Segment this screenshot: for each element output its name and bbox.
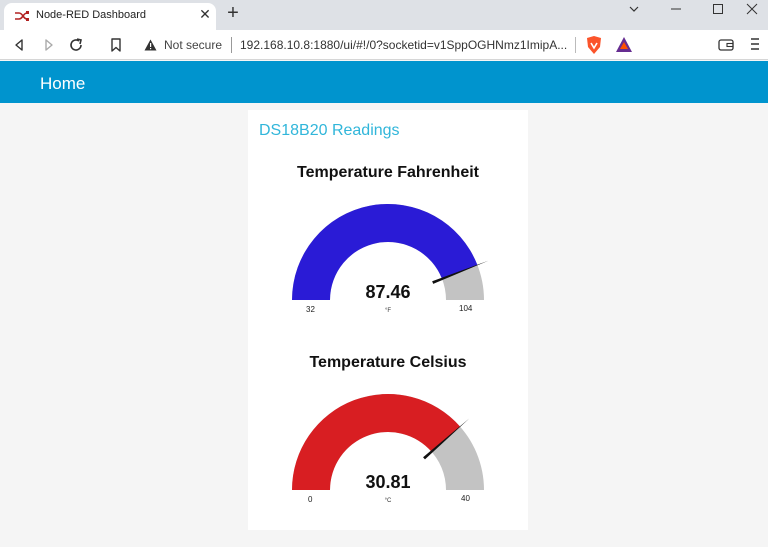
page-title: Home — [40, 74, 86, 93]
node-red-icon — [15, 11, 29, 21]
gauge-fill — [292, 394, 461, 490]
browser-toolbar: Not secure 192.168.10.8:1880/ui/#!/0?soc… — [0, 30, 768, 60]
gauge-max-fahrenheit: 104 — [459, 304, 473, 313]
tab-title: Node-RED Dashboard — [36, 9, 147, 21]
readings-group: DS18B20 Readings Temperature Fahrenheit … — [248, 110, 528, 530]
gauge-value-celsius: 30.81 — [365, 472, 411, 492]
gauge-title-fahrenheit: Temperature Fahrenheit — [297, 164, 479, 181]
gauge-max-celsius: 40 — [461, 494, 470, 503]
dashboard-header: Home — [0, 61, 768, 103]
wallet-icon[interactable] — [718, 38, 734, 52]
url-text[interactable]: 192.168.10.8:1880/ui/#!/0?socketid=v1Spp… — [240, 38, 568, 52]
tab-search-icon[interactable] — [616, 0, 656, 20]
gauge-title-celsius: Temperature Celsius — [309, 354, 467, 371]
gauge-needle — [423, 418, 470, 460]
gauge-unit-celsius: °C — [384, 498, 392, 504]
celsius-gauge — [292, 394, 484, 490]
fahrenheit-gauge — [292, 204, 489, 300]
gauge-min-fahrenheit: 32 — [306, 305, 315, 314]
browser-tab-strip: Node-RED Dashboard ✕ + — [0, 0, 768, 30]
menu-icon[interactable] — [750, 37, 760, 51]
brave-shields-icon[interactable] — [585, 35, 603, 55]
bookmark-icon[interactable] — [108, 37, 124, 53]
extension-separator — [575, 37, 576, 53]
close-window-icon[interactable] — [734, 0, 768, 20]
warning-icon — [144, 39, 157, 51]
maximize-icon[interactable] — [700, 0, 740, 20]
reload-icon[interactable] — [68, 37, 84, 53]
gauge-min-celsius: 0 — [308, 495, 313, 504]
group-title: DS18B20 Readings — [259, 122, 400, 139]
brave-rewards-icon[interactable] — [615, 36, 633, 53]
close-tab-icon[interactable]: ✕ — [199, 6, 211, 22]
gauge-value-fahrenheit: 87.46 — [365, 282, 411, 302]
new-tab-icon[interactable]: + — [227, 2, 239, 24]
security-label[interactable]: Not secure — [164, 38, 223, 52]
gauge-needle — [432, 260, 489, 284]
address-separator — [231, 37, 232, 53]
gauge-fill — [292, 204, 478, 300]
minimize-icon[interactable] — [658, 0, 698, 20]
address-bar[interactable]: Not secure 192.168.10.8:1880/ui/#!/0?soc… — [134, 33, 640, 57]
gauge-unit-fahrenheit: °F — [384, 308, 392, 314]
browser-tab[interactable]: Node-RED Dashboard ✕ — [4, 3, 216, 30]
forward-icon[interactable] — [40, 37, 56, 53]
back-icon[interactable] — [12, 37, 28, 53]
